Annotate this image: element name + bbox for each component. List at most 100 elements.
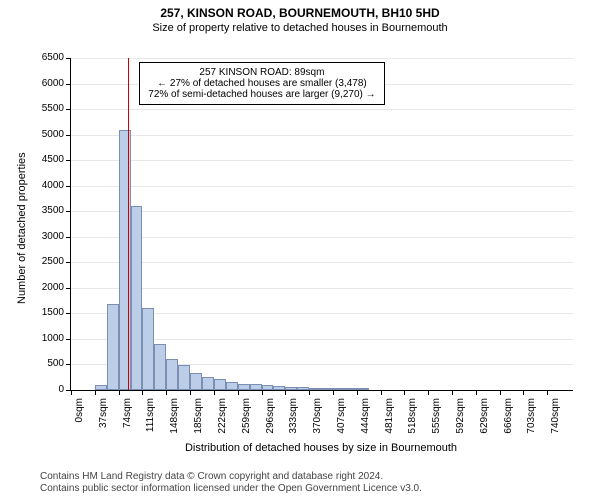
x-tick-mark xyxy=(404,390,405,395)
annotation-line-1: 257 KINSON ROAD: 89sqm xyxy=(148,67,375,78)
attribution-line-2: Contains public sector information licen… xyxy=(40,483,422,494)
x-tick-label: 148sqm xyxy=(169,398,180,438)
x-tick-mark xyxy=(190,390,191,395)
histogram-bar xyxy=(345,388,357,390)
y-tick-mark xyxy=(66,237,71,238)
y-tick-label: 4000 xyxy=(26,180,64,191)
y-tick-label: 3000 xyxy=(26,231,64,242)
x-tick-label: 740sqm xyxy=(550,398,561,438)
x-tick-mark xyxy=(238,390,239,395)
histogram-bar xyxy=(309,388,321,390)
x-tick-mark xyxy=(357,390,358,395)
gridline xyxy=(71,211,573,212)
histogram-bar xyxy=(333,388,345,390)
x-tick-mark xyxy=(285,390,286,395)
y-tick-mark xyxy=(66,262,71,263)
y-tick-mark xyxy=(66,186,71,187)
y-tick-label: 500 xyxy=(26,358,64,369)
y-tick-mark xyxy=(66,135,71,136)
y-tick-label: 6500 xyxy=(26,52,64,63)
histogram-bar xyxy=(202,377,214,390)
gridline xyxy=(71,160,573,161)
x-tick-mark xyxy=(476,390,477,395)
x-tick-mark xyxy=(119,390,120,395)
x-tick-label: 592sqm xyxy=(455,398,466,438)
y-tick-mark xyxy=(66,211,71,212)
x-tick-mark xyxy=(523,390,524,395)
histogram-bar xyxy=(131,206,143,390)
x-tick-mark xyxy=(547,390,548,395)
x-tick-label: 333sqm xyxy=(288,398,299,438)
x-tick-mark xyxy=(500,390,501,395)
x-tick-label: 518sqm xyxy=(407,398,418,438)
x-tick-mark xyxy=(309,390,310,395)
histogram-bar xyxy=(178,365,190,390)
annotation-line-3: 72% of semi-detached houses are larger (… xyxy=(148,89,375,100)
plot-area xyxy=(70,58,573,391)
x-tick-mark xyxy=(262,390,263,395)
x-axis-label: Distribution of detached houses by size … xyxy=(70,442,572,454)
y-tick-label: 5000 xyxy=(26,129,64,140)
histogram-bar xyxy=(357,388,369,390)
histogram-bar xyxy=(226,382,238,390)
histogram-bar xyxy=(142,308,154,390)
annotation-box: 257 KINSON ROAD: 89sqm← 27% of detached … xyxy=(139,62,384,105)
y-tick-label: 6000 xyxy=(26,78,64,89)
histogram-bar xyxy=(95,385,107,390)
x-tick-label: 481sqm xyxy=(384,398,395,438)
x-tick-mark xyxy=(142,390,143,395)
gridline xyxy=(71,237,573,238)
y-tick-mark xyxy=(66,58,71,59)
y-tick-mark xyxy=(66,339,71,340)
histogram-bar xyxy=(297,387,309,390)
attribution-line-1: Contains HM Land Registry data © Crown c… xyxy=(40,471,383,482)
x-tick-label: 407sqm xyxy=(336,398,347,438)
chart-title: 257, KINSON ROAD, BOURNEMOUTH, BH10 5HD xyxy=(0,6,600,20)
chart-subtitle: Size of property relative to detached ho… xyxy=(0,22,600,34)
gridline xyxy=(71,288,573,289)
chart-area xyxy=(70,58,572,390)
y-tick-label: 4500 xyxy=(26,154,64,165)
histogram-bar xyxy=(273,386,285,390)
y-tick-mark xyxy=(66,84,71,85)
x-tick-mark xyxy=(452,390,453,395)
y-tick-label: 5500 xyxy=(26,103,64,114)
gridline xyxy=(71,109,573,110)
x-tick-label: 0sqm xyxy=(74,398,85,438)
gridline xyxy=(71,135,573,136)
x-tick-label: 259sqm xyxy=(241,398,252,438)
y-tick-label: 2500 xyxy=(26,256,64,267)
x-tick-mark xyxy=(381,390,382,395)
y-tick-mark xyxy=(66,160,71,161)
x-tick-label: 185sqm xyxy=(193,398,204,438)
histogram-bar xyxy=(214,379,226,390)
x-tick-mark xyxy=(214,390,215,395)
histogram-bar xyxy=(321,388,333,390)
histogram-bar xyxy=(154,344,166,390)
x-tick-mark xyxy=(166,390,167,395)
histogram-bar xyxy=(107,304,119,390)
x-tick-label: 629sqm xyxy=(479,398,490,438)
x-tick-label: 222sqm xyxy=(217,398,228,438)
y-tick-mark xyxy=(66,364,71,365)
x-tick-mark xyxy=(95,390,96,395)
histogram-bar xyxy=(238,384,250,390)
x-tick-label: 111sqm xyxy=(145,398,156,438)
y-tick-mark xyxy=(66,288,71,289)
x-tick-mark xyxy=(71,390,72,395)
y-tick-label: 1000 xyxy=(26,333,64,344)
x-tick-label: 444sqm xyxy=(360,398,371,438)
x-tick-label: 296sqm xyxy=(265,398,276,438)
y-tick-label: 2000 xyxy=(26,282,64,293)
y-tick-label: 1500 xyxy=(26,307,64,318)
gridline xyxy=(71,58,573,59)
histogram-bar xyxy=(262,385,274,390)
reference-line xyxy=(128,58,129,390)
y-tick-mark xyxy=(66,313,71,314)
x-tick-label: 74sqm xyxy=(122,398,133,438)
annotation-line-2: ← 27% of detached houses are smaller (3,… xyxy=(148,78,375,89)
x-tick-mark xyxy=(333,390,334,395)
x-tick-label: 37sqm xyxy=(98,398,109,438)
histogram-bar xyxy=(190,373,202,390)
y-tick-label: 0 xyxy=(26,384,64,395)
